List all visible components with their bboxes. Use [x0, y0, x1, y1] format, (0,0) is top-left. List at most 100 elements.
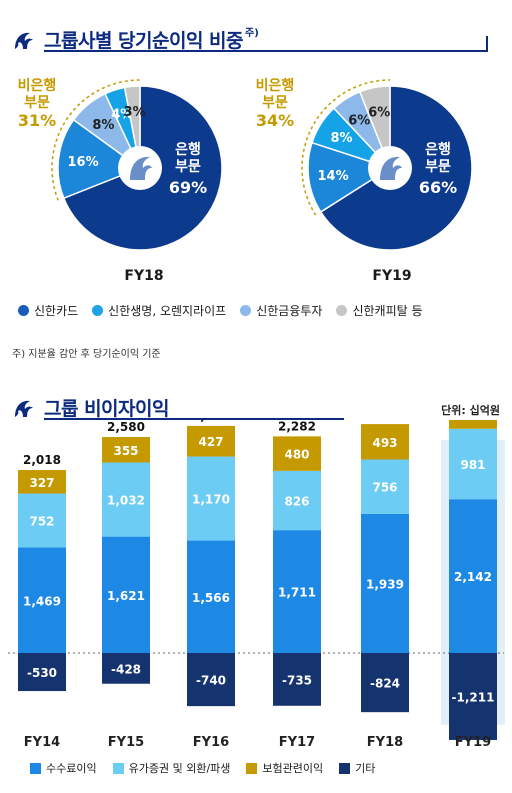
bar-segment-fee [18, 547, 66, 653]
x-tick-label: FY16 [193, 735, 229, 750]
legend-item-fee: 수수료이익 [30, 760, 97, 776]
non-bank-label-line1: 비은행 [255, 78, 295, 94]
bar-value-label: 1,170 [192, 493, 230, 507]
pie-slice-life [57, 118, 142, 200]
legend-swatch [339, 762, 351, 774]
bar-segment-other [187, 653, 235, 707]
legend-swatch [112, 762, 124, 774]
section1-rule-tick [486, 36, 488, 52]
bar-value-label: 355 [113, 444, 138, 458]
section2-header: 그룹 비이자이익 [12, 394, 169, 421]
legend-label: 유가증권 및 외환/파생 [128, 762, 231, 775]
non-bank-label-line2: 부문 [24, 95, 50, 111]
bar-value-label: -735 [282, 673, 312, 687]
legend-swatch [246, 762, 258, 774]
pie-year-fy19: FY19 [372, 268, 412, 284]
non-bank-label-fy19: 비은행 부문 34% [246, 78, 304, 129]
bar-value-label: 480 [284, 448, 309, 462]
bar-total-label: 2,580 [107, 420, 145, 434]
pie-slice-label: 8% [330, 131, 352, 146]
section1-title: 그룹사별 당기순이익 비중 [44, 30, 244, 52]
pie-slice-label: 14% [317, 169, 348, 184]
bank-label: 부문 [175, 159, 201, 175]
legend-label: 신한금융투자 [256, 304, 323, 318]
section2-rule [44, 418, 344, 420]
bar-segment-securities [18, 493, 66, 548]
bar-value-label: 327 [29, 476, 54, 490]
bar-value-label: 1,032 [107, 494, 145, 508]
non-bank-pct: 34% [255, 111, 295, 130]
bar-segment-insurance [187, 425, 235, 457]
legend-item-insurance: 보험관련이익 [246, 760, 323, 776]
non-bank-label-line2: 부문 [262, 95, 288, 111]
legend-item-securities: 유가증권 및 외환/파생 [112, 760, 231, 776]
x-tick-label: FY17 [279, 735, 315, 750]
bar-value-label: 981 [460, 458, 485, 472]
pie-slice-label: 16% [67, 155, 98, 170]
shinhan-logo-icon [380, 156, 402, 180]
x-tick-label: FY19 [455, 735, 491, 750]
bar-segment-fee [449, 499, 497, 653]
bar-segment-insurance [361, 424, 409, 460]
bar-total-label: 2,422 [192, 420, 230, 423]
shinhan-logo-icon [130, 156, 152, 180]
legend-dot [18, 305, 29, 316]
non-bank-label-fy18: 비은행 부문 31% [8, 78, 66, 129]
pie-legend: 신한카드 신한생명, 오렌지라이프 신한금융투자 신한캐피탈 등 [18, 302, 437, 319]
bar-segment-securities [102, 462, 150, 537]
bar-total-label: 2,282 [278, 420, 316, 433]
bar-value-label: 756 [372, 481, 397, 495]
bar-value-label: 493 [372, 436, 397, 450]
bar-segment-fee [102, 536, 150, 653]
legend-swatch [30, 762, 41, 774]
bar-value-label: 826 [284, 494, 309, 508]
bar-value-label: -1,211 [452, 690, 495, 704]
pie-slice-life [307, 141, 392, 213]
non-bank-dashed-arc [51, 79, 141, 201]
section1-rule [44, 50, 488, 52]
pie-slice-label: 6% [348, 114, 370, 129]
section1-header: 그룹사별 당기순이익 비중 주) [12, 26, 259, 53]
legend-item-life: 신한생명, 오렌지라이프 [92, 302, 226, 319]
bar-value-label: 752 [29, 515, 54, 529]
bar-value-label: 1,566 [192, 591, 230, 605]
legend-dot [336, 305, 348, 316]
non-bank-pct: 31% [17, 111, 57, 130]
bar-segment-insurance [102, 437, 150, 463]
bank-pct: 69% [169, 178, 207, 197]
bar-segment-securities [361, 459, 409, 514]
bar-segment-insurance [273, 436, 321, 471]
bar-chart-svg: 1,469 752 327 2,018 -530 FY14 1,621 1,032 355 2,5… [8, 323, 505, 750]
bar-value-label: -824 [370, 677, 400, 691]
pie-chart-fy18: 16% 8% 4% 3% 은행 부문 69% [51, 79, 226, 254]
pie-year-fy18: FY18 [124, 268, 164, 284]
bar-value-label: -740 [196, 674, 226, 688]
bar-segment-fee [187, 540, 235, 653]
bar-total-label: 2,364 [366, 420, 404, 421]
shinhan-logo-icon [15, 32, 33, 49]
bar-value-label: -428 [111, 662, 141, 676]
stacked-bar-chart: 1,469 752 327 2,018 -530 FY14 1,621 1,032 355 2,5… [0, 323, 512, 759]
bar-segment-insurance [18, 470, 66, 494]
legend-label: 신한캐피탈 등 [352, 304, 423, 318]
legend-label: 기타 [355, 762, 376, 775]
bar-value-label: 1,711 [278, 586, 316, 600]
bar-segment-securities [273, 470, 321, 531]
x-tick-label: FY14 [24, 735, 60, 750]
legend-label: 보험관련이익 [262, 762, 324, 775]
legend-item-other: 기타 [339, 760, 375, 776]
footnote: 주) 지분율 감안 후 당기순이익 기준 [12, 349, 161, 360]
bar-segment-other [273, 653, 321, 706]
bar-segment-fee [361, 513, 409, 653]
bar-legend: 수수료이익 유가증권 및 외환/파생 보험관련이익 기타 [30, 760, 391, 776]
bar-segment-insurance [449, 339, 497, 429]
legend-dot [240, 305, 252, 316]
legend-item-capital: 신한캐피탈 등 [336, 302, 423, 319]
shinhan-logo-icon [15, 400, 33, 417]
bar-segment-securities [449, 428, 497, 500]
legend-item-invest: 신한금융투자 [240, 302, 322, 319]
section1-footnote-mark: 주) [245, 28, 259, 39]
bar-value-label: 1,469 [23, 594, 61, 608]
